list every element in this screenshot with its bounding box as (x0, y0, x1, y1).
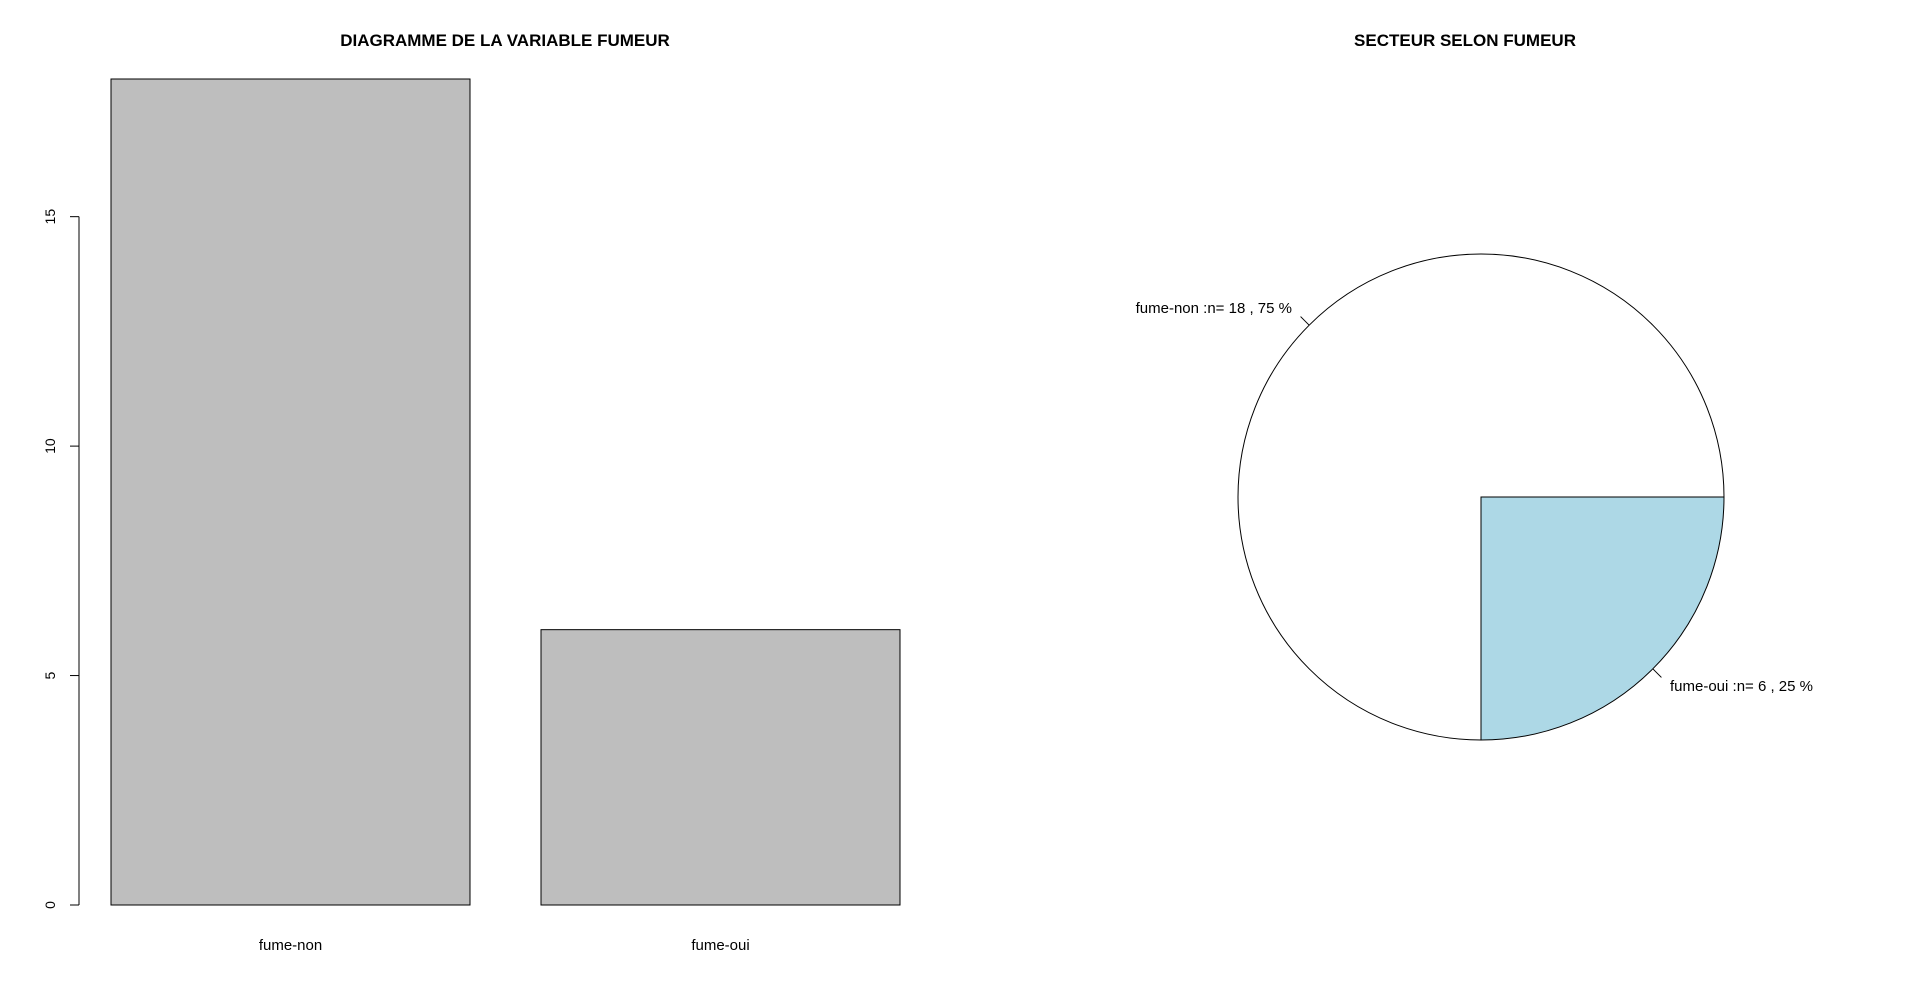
bar-fume-oui (540, 629, 901, 906)
pie-slice-fume-oui (1480, 496, 1725, 741)
bar-chart-title: DIAGRAMME DE LA VARIABLE FUMEUR (340, 31, 670, 50)
y-tick-label-15: 15 (42, 209, 58, 225)
bar-series (110, 78, 901, 906)
pie-label-tick-fume-non (1300, 316, 1310, 326)
pie-chart-panel: SECTEUR SELON FUMEUR fume-non :n= 18 , 7… (960, 0, 1920, 1001)
pie-slice-fume-non (1237, 253, 1725, 741)
x-tick-label-fume-non: fume-non (259, 937, 322, 954)
pie-label-fume-oui: fume-oui :n= 6 , 25 % (1670, 678, 1813, 695)
x-tick-label-fume-oui: fume-oui (691, 937, 749, 954)
y-tick-label-0: 0 (42, 901, 58, 909)
pie-label-tick-fume-oui (1652, 668, 1662, 678)
pie-label-fume-non: fume-non :n= 18 , 75 % (1136, 300, 1292, 317)
bar-fume-non (110, 78, 471, 906)
x-axis-labels: fume-non fume-oui (259, 937, 750, 954)
pie-chart: SECTEUR SELON FUMEUR fume-non :n= 18 , 7… (1136, 31, 1813, 741)
pie-labels: fume-non :n= 18 , 75 % fume-oui :n= 6 , 2… (1136, 300, 1813, 695)
bar-chart: DIAGRAMME DE LA VARIABLE FUMEUR 0 5 10 15 f… (42, 31, 901, 954)
bar-chart-panel: DIAGRAMME DE LA VARIABLE FUMEUR 0 5 10 15 f… (42, 31, 901, 954)
y-axis: 0 5 10 15 (42, 209, 79, 909)
pie-chart-title: SECTEUR SELON FUMEUR (1354, 31, 1576, 50)
y-tick-label-5: 5 (42, 671, 58, 679)
pie-slices (1237, 253, 1725, 741)
y-tick-label-10: 10 (42, 438, 58, 454)
